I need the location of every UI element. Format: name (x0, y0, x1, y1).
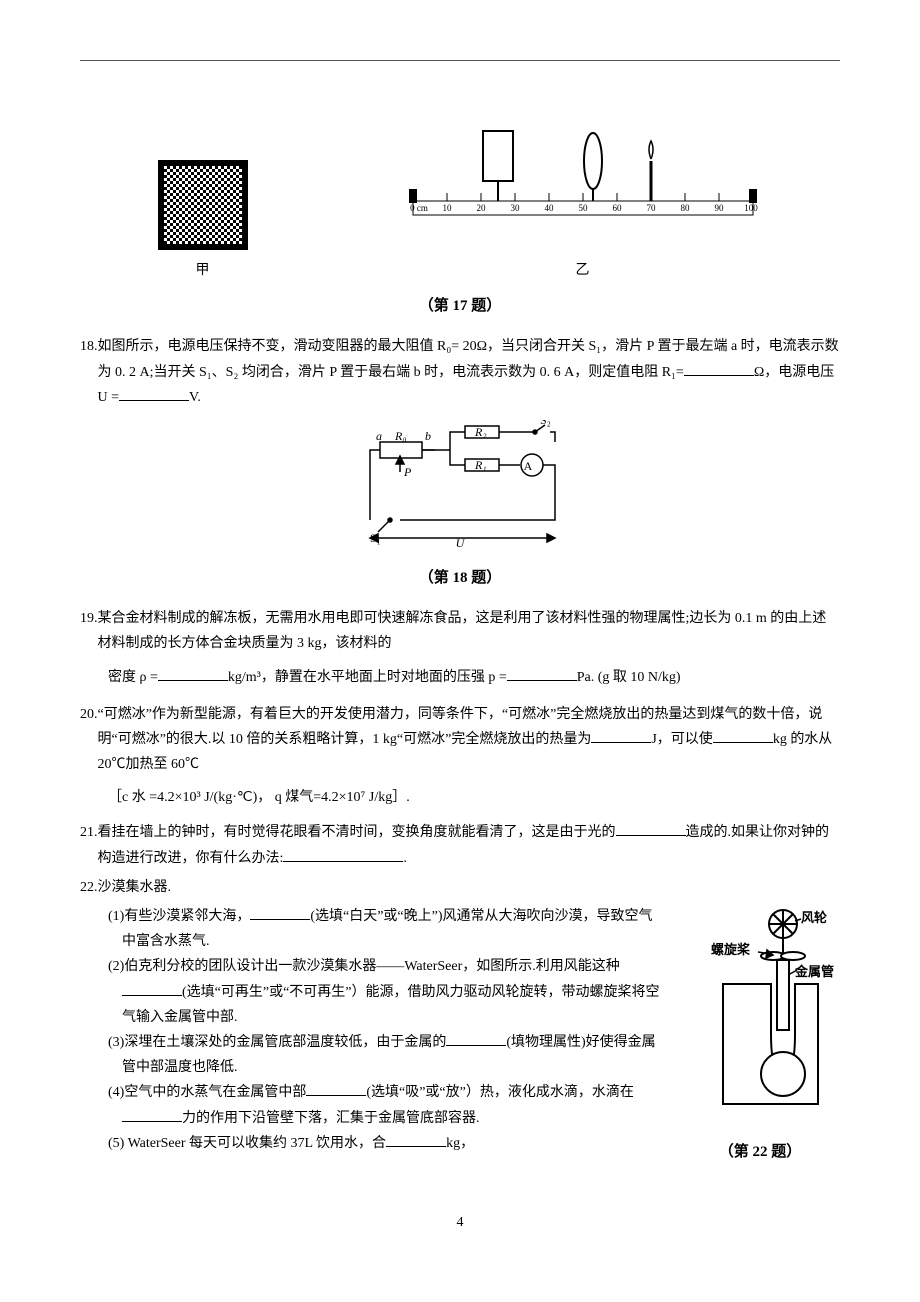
svg-text:风轮: 风轮 (801, 910, 827, 925)
q22-sub4: (4)空气中的水蒸气在金属管中部(选填“吸”或“放”）热，液化成水滴，水滴在力的… (108, 1080, 664, 1130)
q22-title: 沙漠集水器. (98, 875, 841, 900)
q22-sub5: (5) WaterSeer 每天可以收集约 37L 饮用水，合kg， (108, 1131, 664, 1156)
caption-left: 甲 (158, 258, 248, 283)
q19-blank2 (507, 665, 577, 680)
q22-left: (1)有些沙漠紧邻大海，(选填“白天”或“晚上”)风通常从大海吹向沙漠，导致空气… (80, 904, 664, 1156)
q20-formula: ［c 水 =4.2×10³ J/(kg·℃)， q 煤气=4.2×10⁷ J/k… (108, 785, 840, 810)
page-number: 4 (80, 1210, 840, 1235)
svg-text:R₂: R₂ (474, 425, 487, 439)
q21-blank1 (616, 821, 686, 836)
optical-bench: 0 cm 10 20 30 40 50 60 70 80 90 100 (403, 111, 763, 283)
svg-text:30: 30 (510, 203, 520, 213)
svg-text:金属管: 金属管 (794, 964, 834, 979)
q18-u2: V. (189, 390, 201, 405)
svg-text:60: 60 (612, 203, 622, 213)
svg-text:A: A (524, 459, 533, 473)
q22-blank2 (122, 980, 182, 995)
question-19: 19. 某合金材料制成的解冻板，无需用水用电即可快速解冻食品，这是利用了该材料性… (80, 606, 840, 656)
q22-number: 22. (80, 875, 98, 900)
svg-text:S₂: S₂ (540, 420, 551, 427)
q22-figure: 风轮 螺旋桨 金属管 （第 22 题） (680, 904, 840, 1180)
q20-blank2 (713, 727, 773, 742)
svg-text:P: P (403, 465, 412, 479)
q19-u1: kg/m³，静置在水平地面上时对地面的压强 p = (228, 670, 507, 685)
q22-blank1 (250, 905, 310, 920)
svg-text:40: 40 (544, 203, 554, 213)
svg-text:b: b (425, 429, 431, 443)
q20-u1: J，可以使 (651, 732, 712, 747)
svg-text:S₁: S₁ (370, 531, 381, 545)
svg-text:螺旋桨: 螺旋桨 (711, 942, 751, 957)
q22-blank4a (306, 1081, 366, 1096)
q21-blank2 (283, 846, 403, 861)
circuit-svg: a R₀ b P R₂ R₁ S₂ S₁ A U (340, 420, 580, 550)
q22-blank3 (446, 1031, 506, 1046)
svg-text:a: a (376, 429, 382, 443)
svg-text:70: 70 (646, 203, 656, 213)
figure-22-caption: （第 22 题） (680, 1139, 840, 1166)
header-rule (80, 60, 840, 61)
svg-text:20: 20 (476, 203, 486, 213)
q18-blank2 (119, 385, 189, 400)
q22-blank5 (386, 1131, 446, 1146)
q19-number: 19. (80, 606, 98, 631)
figure-17: 甲 0 cm 10 20 30 (80, 111, 840, 283)
question-21: 21. 看挂在墙上的钟时，有时觉得花眼看不清时间，变换角度就能看清了，这是由于光… (80, 820, 840, 870)
q20-body: “可燃冰”作为新型能源，有着巨大的开发使用潜力，同等条件下，“可燃冰”完全燃烧放… (98, 702, 841, 778)
q21-body: 看挂在墙上的钟时，有时觉得花眼看不清时间，变换角度就能看清了，这是由于光的造成的… (98, 820, 841, 870)
question-18: 18. 如图所示，电源电压保持不变，滑动变阻器的最大阻值 R₀= 20Ω，当只闭… (80, 334, 840, 410)
svg-text:50: 50 (578, 203, 588, 213)
q18-blank1 (684, 360, 754, 375)
waterseer-svg: 风轮 螺旋桨 金属管 (683, 904, 838, 1124)
q19-t2a: 密度 ρ = (108, 670, 158, 685)
q20-number: 20. (80, 702, 98, 727)
svg-text:100: 100 (744, 203, 758, 213)
circuit-18: a R₀ b P R₂ R₁ S₂ S₁ A U （第 18 题） (80, 420, 840, 592)
q19-u2: Pa. (g 取 10 N/kg) (577, 670, 681, 685)
figure-18-caption: （第 18 题） (80, 565, 840, 592)
q21-t1: 看挂在墙上的钟时，有时觉得花眼看不清时间，变换角度就能看清了，这是由于光的 (98, 825, 616, 840)
svg-text:10: 10 (442, 203, 452, 213)
svg-text:0 cm: 0 cm (410, 203, 428, 213)
bench-svg: 0 cm 10 20 30 40 50 60 70 80 90 100 (403, 111, 763, 241)
figure-17-caption: （第 17 题） (80, 293, 840, 320)
question-22-head: 22. 沙漠集水器. (80, 875, 840, 900)
q20-blank1 (591, 727, 651, 742)
svg-text:R₁: R₁ (474, 458, 487, 472)
caption-right: 乙 (403, 258, 763, 283)
q22-sub3: (3)深埋在土壤深处的金属管底部温度较低，由于金属的(填物理属性)好使得金属管中… (108, 1030, 664, 1080)
q19-blank1 (158, 665, 228, 680)
q18-body: 如图所示，电源电压保持不变，滑动变阻器的最大阻值 R₀= 20Ω，当只闭合开关 … (98, 334, 841, 410)
q22-blank4b (122, 1106, 182, 1121)
q18-number: 18. (80, 334, 98, 359)
q19-body: 某合金材料制成的解冻板，无需用水用电即可快速解冻食品，这是利用了该材料性强的物理… (98, 606, 841, 656)
q21-tail: . (403, 851, 407, 866)
q22-sub1: (1)有些沙漠紧邻大海，(选填“白天”或“晚上”)风通常从大海吹向沙漠，导致空气… (108, 904, 664, 954)
q19-line2: 密度 ρ = kg/m³，静置在水平地面上时对地面的压强 p = Pa. (g 取 … (108, 665, 840, 690)
svg-text:80: 80 (680, 203, 690, 213)
svg-text:R₀: R₀ (394, 429, 407, 443)
q22-sub2: (2)伯克利分校的团队设计出一款沙漠集水器——WaterSeer，如图所示.利用… (108, 954, 664, 1030)
svg-text:U: U (456, 536, 466, 550)
question-20: 20. “可燃冰”作为新型能源，有着巨大的开发使用潜力，同等条件下，“可燃冰”完… (80, 702, 840, 778)
qr-block: 甲 (158, 160, 248, 283)
q21-number: 21. (80, 820, 98, 845)
svg-text:90: 90 (714, 203, 724, 213)
question-22: (1)有些沙漠紧邻大海，(选填“白天”或“晚上”)风通常从大海吹向沙漠，导致空气… (80, 904, 840, 1180)
qr-code-icon (158, 160, 248, 250)
